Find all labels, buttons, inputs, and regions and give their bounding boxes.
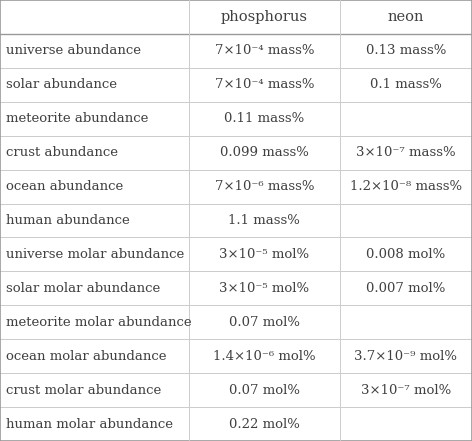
Text: 1.1 mass%: 1.1 mass% xyxy=(228,214,300,227)
Text: 3×10⁻⁵ mol%: 3×10⁻⁵ mol% xyxy=(219,282,309,295)
Text: universe abundance: universe abundance xyxy=(6,45,141,57)
Text: 3×10⁻⁷ mol%: 3×10⁻⁷ mol% xyxy=(361,384,451,396)
Text: solar abundance: solar abundance xyxy=(6,78,117,91)
Text: crust molar abundance: crust molar abundance xyxy=(6,384,161,396)
Text: 1.4×10⁻⁶ mol%: 1.4×10⁻⁶ mol% xyxy=(213,350,316,363)
Text: 0.099 mass%: 0.099 mass% xyxy=(220,146,309,159)
Text: 7×10⁻⁴ mass%: 7×10⁻⁴ mass% xyxy=(215,78,314,91)
Text: crust abundance: crust abundance xyxy=(6,146,118,159)
Text: 3.7×10⁻⁹ mol%: 3.7×10⁻⁹ mol% xyxy=(354,350,457,363)
Text: human abundance: human abundance xyxy=(6,214,130,227)
Text: ocean molar abundance: ocean molar abundance xyxy=(6,350,167,363)
Text: meteorite molar abundance: meteorite molar abundance xyxy=(6,316,192,329)
Text: phosphorus: phosphorus xyxy=(221,10,308,24)
Text: 0.07 mol%: 0.07 mol% xyxy=(229,384,300,396)
Text: 3×10⁻⁵ mol%: 3×10⁻⁵ mol% xyxy=(219,248,309,261)
Text: 7×10⁻⁶ mass%: 7×10⁻⁶ mass% xyxy=(215,180,314,193)
Text: 7×10⁻⁴ mass%: 7×10⁻⁴ mass% xyxy=(215,45,314,57)
Text: 0.11 mass%: 0.11 mass% xyxy=(224,112,304,125)
Text: neon: neon xyxy=(388,10,424,24)
Text: 0.07 mol%: 0.07 mol% xyxy=(229,316,300,329)
Text: ocean abundance: ocean abundance xyxy=(6,180,123,193)
Text: human molar abundance: human molar abundance xyxy=(6,418,173,430)
Text: 0.007 mol%: 0.007 mol% xyxy=(366,282,446,295)
Text: 3×10⁻⁷ mass%: 3×10⁻⁷ mass% xyxy=(356,146,456,159)
Text: universe molar abundance: universe molar abundance xyxy=(6,248,185,261)
Text: solar molar abundance: solar molar abundance xyxy=(6,282,160,295)
Text: meteorite abundance: meteorite abundance xyxy=(6,112,149,125)
Text: 0.22 mol%: 0.22 mol% xyxy=(229,418,300,430)
Text: 0.1 mass%: 0.1 mass% xyxy=(370,78,442,91)
Text: 0.008 mol%: 0.008 mol% xyxy=(366,248,446,261)
Text: 0.13 mass%: 0.13 mass% xyxy=(366,45,446,57)
Text: 1.2×10⁻⁸ mass%: 1.2×10⁻⁸ mass% xyxy=(350,180,462,193)
